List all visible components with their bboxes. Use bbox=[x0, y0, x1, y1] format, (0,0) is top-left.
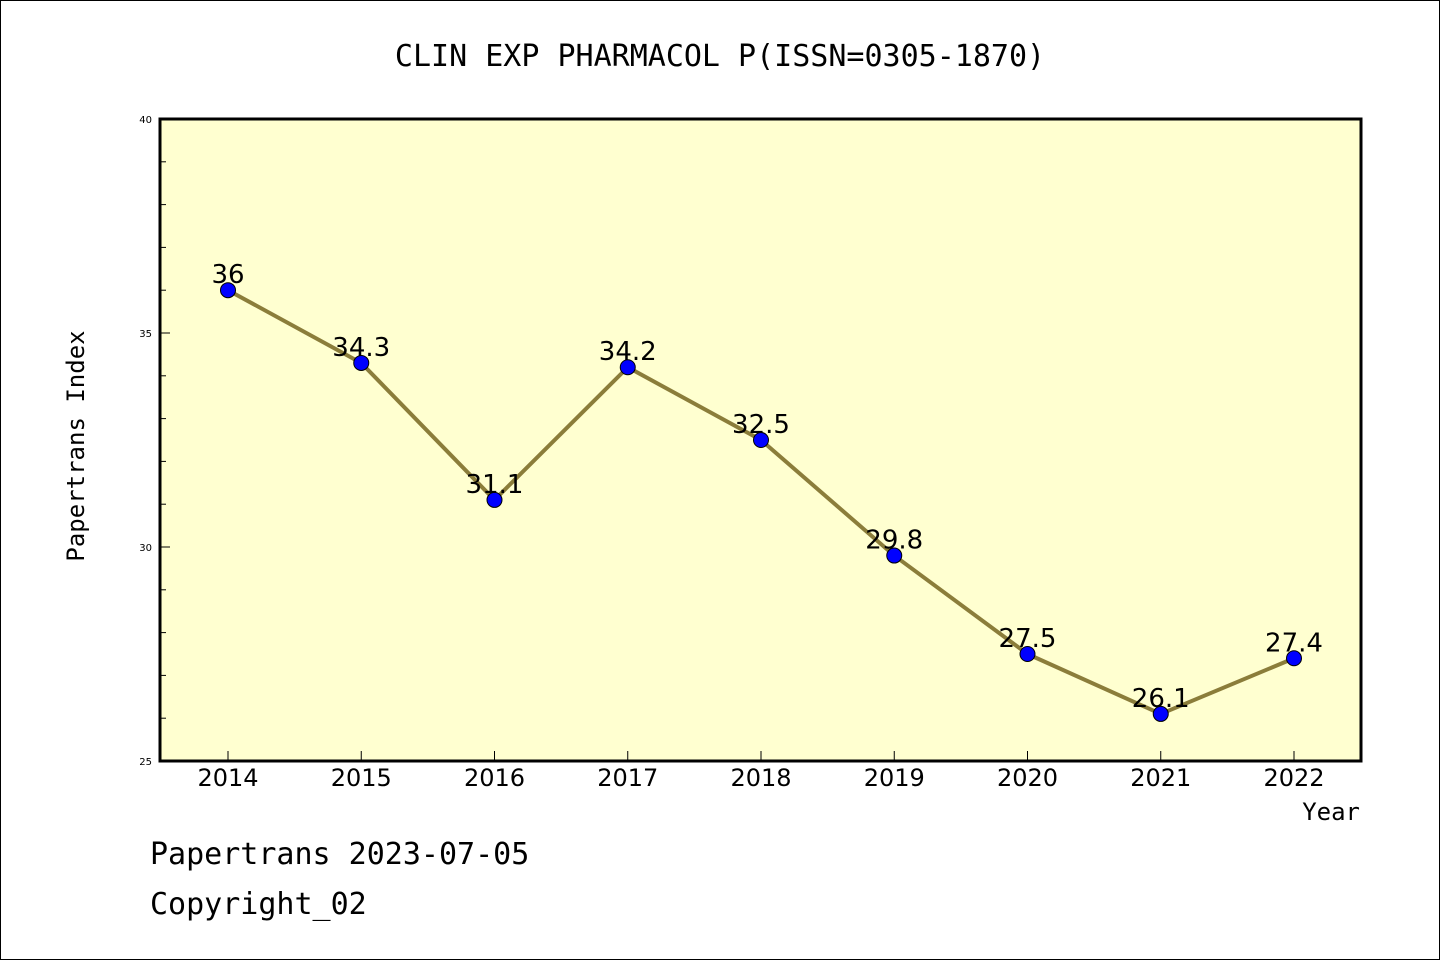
x-axis-label: Year bbox=[1302, 798, 1360, 826]
data-label: 27.4 bbox=[1265, 628, 1323, 658]
chart-title: CLIN EXP PHARMACOL P(ISSN=0305-1870) bbox=[395, 39, 1045, 74]
y-tick-label: 25 bbox=[139, 757, 152, 768]
x-tick-label: 2017 bbox=[597, 764, 658, 792]
y-tick-label: 35 bbox=[139, 329, 152, 340]
y-tick-label: 40 bbox=[139, 115, 152, 126]
data-labels: 36 34.3 31.1 34.2 32.5 29.8 27.5 26.1 27.4 bbox=[211, 260, 1322, 714]
data-point bbox=[1286, 650, 1302, 667]
x-tick-label: 2021 bbox=[1130, 764, 1191, 792]
y-axis-ticks: 25 30 35 40 bbox=[139, 115, 170, 768]
data-point bbox=[220, 282, 236, 299]
x-tick-label: 2018 bbox=[730, 764, 791, 792]
y-tick-label: 30 bbox=[139, 543, 152, 554]
x-axis-ticks: 2014 2015 2016 2017 2018 2019 2020 2021 2022 bbox=[197, 751, 1325, 792]
data-point bbox=[353, 354, 370, 371]
data-label: 32.5 bbox=[732, 410, 790, 440]
x-tick-label: 2016 bbox=[464, 764, 525, 792]
data-point bbox=[619, 359, 636, 376]
data-label: 27.5 bbox=[999, 624, 1057, 654]
y-axis-label: Papertrans Index bbox=[62, 330, 90, 561]
data-label: 34.2 bbox=[599, 337, 657, 367]
data-label: 34.3 bbox=[332, 333, 390, 363]
footer-date: Papertrans 2023-07-05 bbox=[150, 837, 529, 872]
data-point bbox=[886, 547, 903, 564]
x-tick-label: 2014 bbox=[197, 764, 258, 792]
x-tick-label: 2022 bbox=[1263, 764, 1324, 792]
x-tick-label: 2020 bbox=[997, 764, 1058, 792]
data-points bbox=[220, 282, 1302, 722]
data-label: 36 bbox=[211, 260, 244, 290]
x-tick-label: 2015 bbox=[331, 764, 392, 792]
data-point bbox=[1019, 646, 1036, 662]
data-label: 31.1 bbox=[466, 470, 524, 500]
data-point bbox=[1152, 705, 1169, 722]
data-label: 29.8 bbox=[865, 526, 923, 556]
x-tick-label: 2019 bbox=[864, 764, 925, 792]
data-label: 26.1 bbox=[1132, 684, 1190, 714]
footer-copyright: Copyright_02 bbox=[150, 887, 367, 922]
data-point bbox=[753, 432, 769, 448]
data-point bbox=[486, 491, 503, 508]
